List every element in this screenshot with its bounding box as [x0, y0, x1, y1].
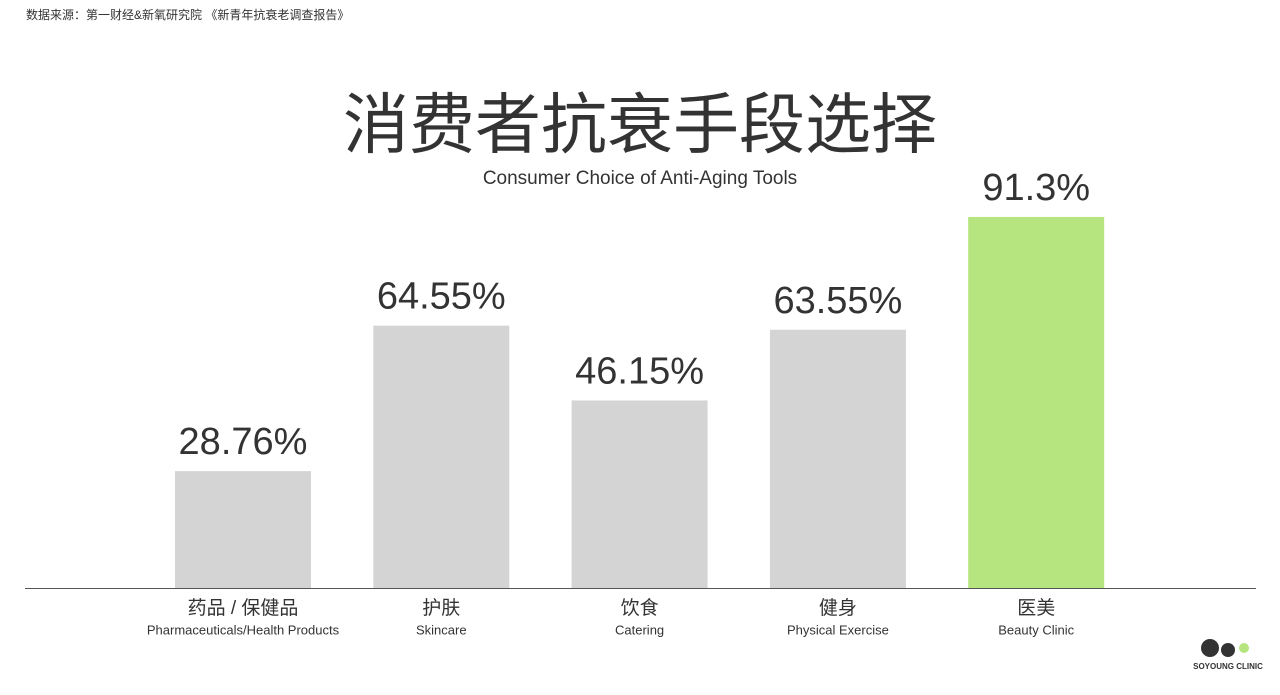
x-tick-label-en: Pharmaceuticals/Health Products: [147, 622, 340, 637]
value-label: 91.3%: [982, 167, 1090, 209]
bar: [571, 400, 708, 588]
value-label: 28.76%: [179, 421, 308, 463]
source-note: 数据来源：第一财经&新氧研究院 《新青年抗衰老调查报告》: [26, 7, 349, 22]
x-tick-label-en: Beauty Clinic: [998, 622, 1074, 637]
bar: [373, 325, 510, 588]
chart-subtitle: Consumer Choice of Anti-Aging Tools: [483, 168, 797, 189]
logo-dot: [1221, 643, 1235, 657]
bar: [968, 216, 1105, 589]
x-tick-label: 医美: [1017, 597, 1055, 619]
x-tick-label: 护肤: [422, 597, 460, 619]
x-tick-label: 药品 / 保健品: [188, 597, 299, 619]
value-label: 46.15%: [575, 350, 704, 392]
x-tick-label-en: Catering: [615, 622, 664, 637]
value-label: 64.55%: [377, 276, 506, 318]
logo-dot: [1201, 639, 1219, 657]
x-tick-label-en: Physical Exercise: [787, 622, 889, 637]
x-tick-label: 饮食: [621, 597, 659, 619]
x-tick-label-en: Skincare: [416, 622, 467, 637]
x-tick-label: 健身: [819, 597, 857, 619]
logo-dot: [1239, 643, 1249, 653]
logo-text: SOYOUNG CLINIC: [1193, 662, 1263, 671]
bar: [769, 329, 906, 588]
value-label: 63.55%: [773, 280, 902, 322]
logo: SOYOUNG CLINIC: [1193, 639, 1263, 671]
bar: [175, 471, 311, 588]
chart-title: 消费者抗衰手段选择: [343, 87, 937, 161]
